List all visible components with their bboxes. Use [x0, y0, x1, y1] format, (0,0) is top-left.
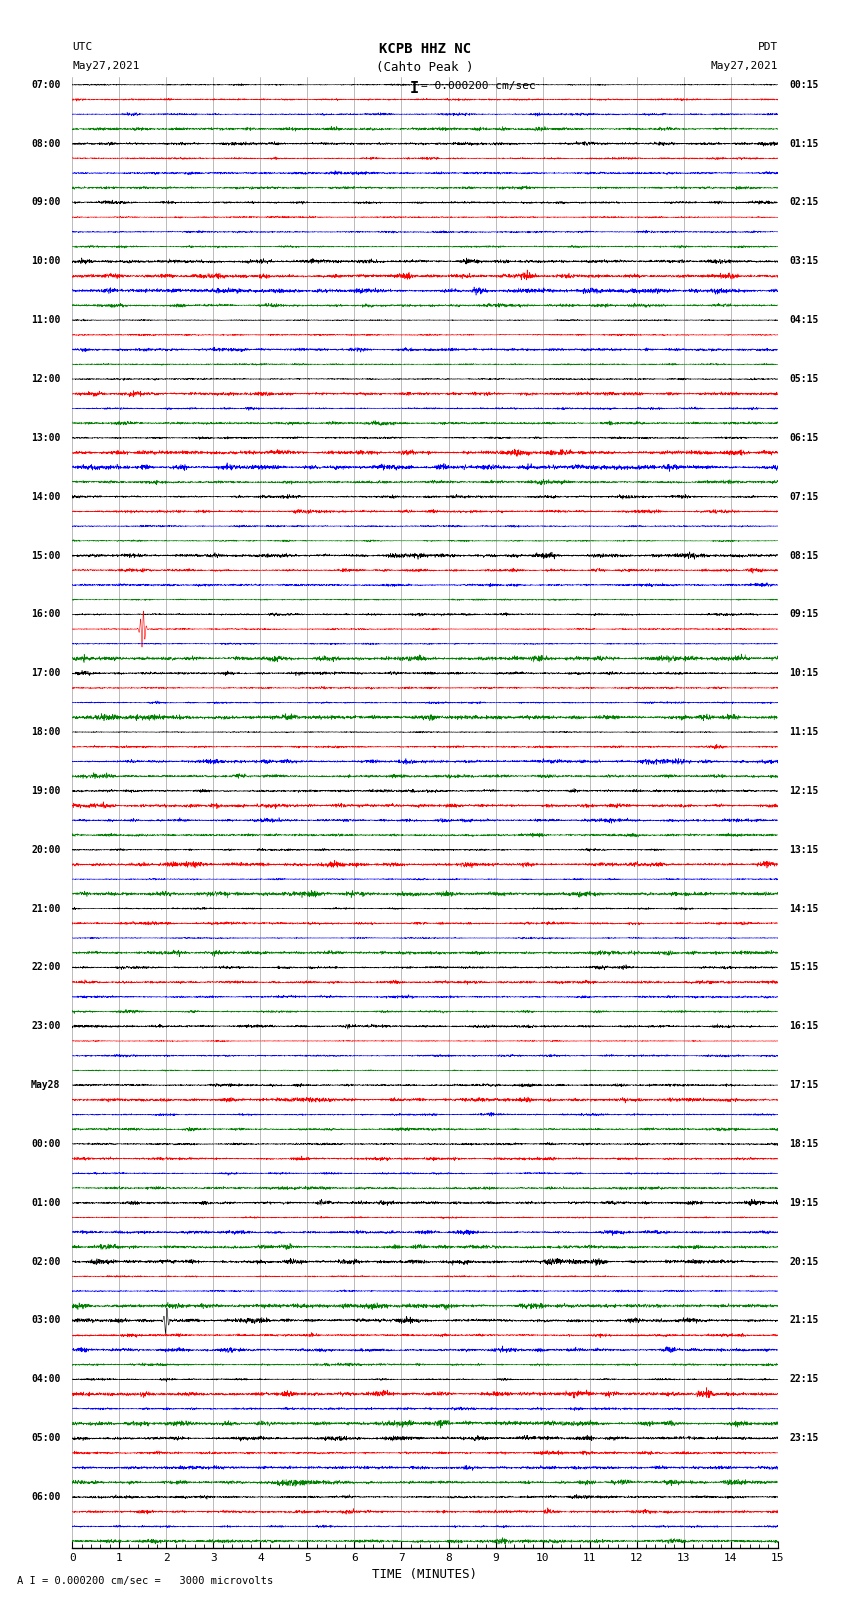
Text: 15:15: 15:15	[790, 963, 819, 973]
Text: 10:00: 10:00	[31, 256, 60, 266]
Text: 16:15: 16:15	[790, 1021, 819, 1031]
Text: 21:00: 21:00	[31, 903, 60, 913]
Text: (Cahto Peak ): (Cahto Peak )	[377, 61, 473, 74]
Text: 14:00: 14:00	[31, 492, 60, 502]
Text: 23:00: 23:00	[31, 1021, 60, 1031]
Text: 09:00: 09:00	[31, 197, 60, 208]
Text: 22:15: 22:15	[790, 1374, 819, 1384]
Text: 17:15: 17:15	[790, 1081, 819, 1090]
Text: 00:00: 00:00	[31, 1139, 60, 1148]
Text: 22:00: 22:00	[31, 963, 60, 973]
Text: 17:00: 17:00	[31, 668, 60, 677]
Text: 14:15: 14:15	[790, 903, 819, 913]
Text: 00:15: 00:15	[790, 79, 819, 90]
Text: 18:00: 18:00	[31, 727, 60, 737]
Text: 01:15: 01:15	[790, 139, 819, 148]
Text: 08:15: 08:15	[790, 550, 819, 560]
Text: 02:15: 02:15	[790, 197, 819, 208]
Text: 04:00: 04:00	[31, 1374, 60, 1384]
Text: 05:00: 05:00	[31, 1434, 60, 1444]
Text: UTC: UTC	[72, 42, 93, 52]
Text: 10:15: 10:15	[790, 668, 819, 677]
Text: 13:00: 13:00	[31, 432, 60, 444]
Text: A I = 0.000200 cm/sec =   3000 microvolts: A I = 0.000200 cm/sec = 3000 microvolts	[17, 1576, 273, 1586]
Text: 16:00: 16:00	[31, 610, 60, 619]
Text: 13:15: 13:15	[790, 845, 819, 855]
Text: 12:15: 12:15	[790, 786, 819, 795]
Text: 06:00: 06:00	[31, 1492, 60, 1502]
Text: = 0.000200 cm/sec: = 0.000200 cm/sec	[421, 81, 536, 90]
Text: 07:00: 07:00	[31, 79, 60, 90]
Text: 15:00: 15:00	[31, 550, 60, 560]
Text: KCPB HHZ NC: KCPB HHZ NC	[379, 42, 471, 56]
Text: 11:15: 11:15	[790, 727, 819, 737]
Text: 08:00: 08:00	[31, 139, 60, 148]
Text: 19:15: 19:15	[790, 1198, 819, 1208]
Text: I: I	[411, 81, 419, 95]
Text: 05:15: 05:15	[790, 374, 819, 384]
Text: 20:00: 20:00	[31, 845, 60, 855]
Text: 12:00: 12:00	[31, 374, 60, 384]
Text: 18:15: 18:15	[790, 1139, 819, 1148]
Text: 09:15: 09:15	[790, 610, 819, 619]
Text: 02:00: 02:00	[31, 1257, 60, 1266]
X-axis label: TIME (MINUTES): TIME (MINUTES)	[372, 1568, 478, 1581]
Text: 06:15: 06:15	[790, 432, 819, 444]
Text: 03:00: 03:00	[31, 1316, 60, 1326]
Text: 21:15: 21:15	[790, 1316, 819, 1326]
Text: PDT: PDT	[757, 42, 778, 52]
Text: May27,2021: May27,2021	[72, 61, 139, 71]
Text: 23:15: 23:15	[790, 1434, 819, 1444]
Text: May27,2021: May27,2021	[711, 61, 778, 71]
Text: 19:00: 19:00	[31, 786, 60, 795]
Text: 01:00: 01:00	[31, 1198, 60, 1208]
Text: 04:15: 04:15	[790, 315, 819, 326]
Text: May28: May28	[31, 1081, 60, 1090]
Text: 11:00: 11:00	[31, 315, 60, 326]
Text: 20:15: 20:15	[790, 1257, 819, 1266]
Text: 07:15: 07:15	[790, 492, 819, 502]
Text: 03:15: 03:15	[790, 256, 819, 266]
